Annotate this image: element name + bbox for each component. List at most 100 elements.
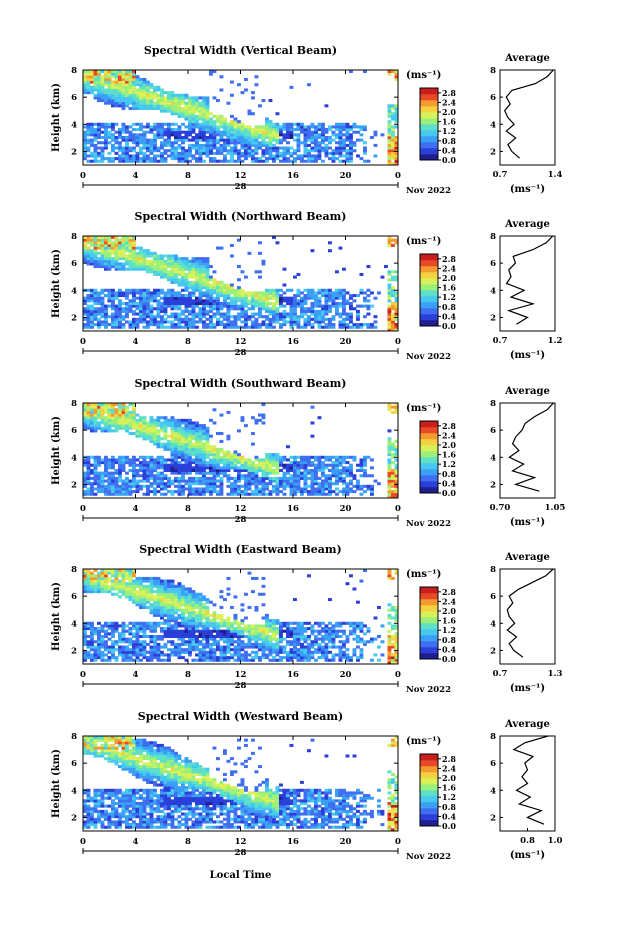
- heatmap-cell: [296, 288, 301, 292]
- heatmap-cell: [118, 650, 122, 654]
- heatmap-cell: [300, 476, 304, 480]
- heatmap-cell: [391, 468, 395, 473]
- heatmap-cell: [128, 416, 133, 420]
- heatmap-cell: [156, 418, 161, 422]
- heatmap-cell: [212, 283, 217, 287]
- heatmap-cell: [135, 262, 140, 266]
- heatmap-cell: [202, 122, 206, 126]
- heatmap-cell: [146, 254, 150, 258]
- heatmap-cell: [254, 270, 259, 274]
- heatmap-cell: [107, 482, 112, 486]
- heatmap-cell: [184, 159, 189, 163]
- heatmap-cell: [153, 91, 157, 95]
- heatmap-cell: [237, 238, 241, 242]
- heatmap-cell: [338, 125, 343, 129]
- heatmap-cell: [247, 138, 252, 142]
- heatmap-cell: [345, 291, 350, 295]
- heatmap-cell: [387, 490, 392, 494]
- heatmap-cell: [223, 317, 227, 321]
- x-tick-label: 4: [133, 337, 139, 347]
- heatmap-cell: [219, 301, 224, 306]
- heatmap-cell: [251, 471, 255, 475]
- panel-4: Spectral Width (Eastward Beam)2468Height…: [51, 543, 562, 695]
- heatmap-cell: [128, 133, 133, 137]
- heatmap-cell: [111, 405, 115, 409]
- heatmap-cell: [240, 122, 245, 126]
- heatmap-cell: [146, 432, 150, 436]
- heatmap-cell: [107, 141, 112, 145]
- heatmap-cell: [394, 162, 399, 166]
- heatmap-cell: [181, 114, 185, 118]
- heatmap-cell: [90, 259, 94, 263]
- heatmap-cell: [335, 455, 339, 459]
- heatmap-cell: [188, 309, 192, 313]
- heatmap-cell: [100, 251, 105, 255]
- heatmap-cell: [321, 474, 325, 478]
- heatmap-cell: [121, 267, 126, 271]
- heatmap-cell: [391, 157, 395, 161]
- heatmap-cell: [167, 130, 171, 134]
- average-line: [505, 235, 554, 325]
- heatmap-cell: [394, 104, 399, 108]
- heatmap-cell: [317, 301, 322, 306]
- heatmap-cell: [328, 476, 332, 480]
- heatmap-cell: [230, 296, 234, 300]
- heatmap-cell: [184, 267, 189, 271]
- heatmap-cell: [83, 650, 87, 654]
- heatmap-cell: [286, 312, 290, 316]
- heatmap-cell: [394, 141, 399, 145]
- heatmap-cell: [100, 83, 105, 87]
- heatmap-cell: [184, 426, 189, 430]
- heatmap-cell: [177, 157, 182, 161]
- heatmap-cell: [247, 458, 252, 462]
- heatmap-cell: [93, 416, 98, 420]
- heatmap-cell: [149, 656, 154, 660]
- heatmap-cell: [132, 309, 136, 313]
- heatmap-cell: [251, 91, 255, 95]
- heatmap-cell: [125, 101, 129, 105]
- heatmap-cell: [111, 587, 115, 591]
- heatmap-cell: [86, 650, 91, 654]
- heatmap-cell: [135, 584, 140, 588]
- heatmap-cell: [310, 146, 315, 150]
- heatmap-cell: [216, 141, 220, 145]
- heatmap-cell: [293, 296, 297, 300]
- heatmap-cell: [195, 461, 199, 465]
- heatmap-cell: [352, 143, 357, 147]
- heatmap-cell: [146, 468, 150, 473]
- heatmap-cell: [170, 262, 175, 266]
- heatmap-cell: [342, 461, 346, 465]
- heatmap-cell: [146, 146, 150, 150]
- heatmap-cell: [121, 629, 126, 633]
- heatmap-cell: [160, 291, 164, 295]
- heatmap-cell: [104, 658, 108, 662]
- heatmap-cell: [209, 125, 213, 129]
- heatmap-cell: [111, 88, 115, 92]
- heatmap-cell: [111, 410, 115, 414]
- heatmap-cell: [93, 463, 98, 467]
- heatmap-cell: [132, 648, 136, 652]
- heatmap-cell: [216, 484, 220, 488]
- heatmap-cell: [233, 141, 238, 145]
- heatmap-cell: [282, 315, 287, 319]
- heatmap-cell: [258, 143, 262, 147]
- heatmap-cell: [132, 642, 136, 646]
- heatmap-cell: [205, 484, 210, 488]
- heatmap-cell: [146, 304, 150, 308]
- heatmap-cell: [205, 275, 210, 279]
- heatmap-cell: [142, 463, 147, 467]
- heatmap-cell: [202, 96, 206, 100]
- heatmap-cell: [118, 307, 122, 311]
- heatmap-cell: [268, 320, 273, 324]
- heatmap-cell: [223, 458, 227, 462]
- heatmap-cell: [310, 323, 315, 327]
- heatmap-cell: [223, 294, 227, 298]
- heatmap-cell: [121, 650, 126, 654]
- heatmap-cell: [261, 463, 266, 467]
- heatmap-cell: [107, 251, 112, 255]
- y-tick-label: 2: [71, 147, 77, 157]
- heatmap-cell: [167, 275, 171, 279]
- heatmap-cell: [247, 466, 252, 470]
- heatmap-cell: [153, 157, 157, 161]
- heatmap-cell: [86, 408, 91, 412]
